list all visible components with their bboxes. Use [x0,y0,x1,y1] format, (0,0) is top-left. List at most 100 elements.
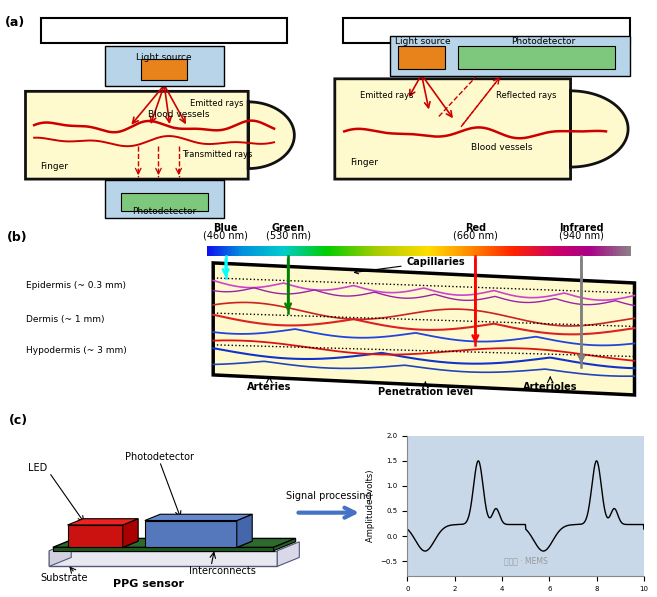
Bar [344,246,346,256]
Bar [390,246,391,256]
Bar [585,246,586,256]
Bar [279,246,281,256]
Bar [409,246,411,256]
Bar [624,246,625,256]
Bar [603,246,604,256]
Bar [234,246,235,256]
Bar [425,246,426,256]
Bar [328,246,330,256]
Bar [273,246,275,256]
Bar [607,246,609,256]
Bar [281,246,282,256]
Bar [261,246,262,256]
Bar [288,246,289,256]
Bar [623,246,624,256]
Bar [606,246,607,256]
Text: (a): (a) [5,16,26,29]
Bar [589,246,591,256]
Bar [242,246,244,256]
Text: Transmission Mode: Transmission Mode [101,24,228,37]
Text: Blue: Blue [214,223,238,233]
Bar [533,246,535,256]
Polygon shape [68,541,138,547]
Bar [223,246,224,256]
Bar [499,246,500,256]
Bar [515,246,517,256]
Bar [494,246,495,256]
Bar [284,246,286,256]
Bar [552,246,554,256]
Bar [613,246,614,256]
Bar [580,246,582,256]
Bar [596,246,597,256]
Bar [449,246,450,256]
Bar [610,246,612,256]
Bar [219,246,221,256]
Bar [238,246,240,256]
Bar [489,246,490,256]
Bar [462,246,463,256]
Bar [428,246,429,256]
Polygon shape [49,542,71,567]
Bar [319,246,320,256]
Bar [430,246,432,256]
Bar [382,246,384,256]
Bar [397,246,398,256]
Bar [303,246,305,256]
Bar [233,246,234,256]
Bar [429,246,430,256]
Bar [587,246,589,256]
Polygon shape [273,538,296,550]
Bar [440,246,442,256]
Bar [556,246,558,256]
Bar [504,246,505,256]
Bar [554,246,555,256]
Bar [586,246,587,256]
Bar [439,246,440,256]
Bar [348,246,350,256]
Bar [483,246,484,256]
Bar [282,246,283,256]
Bar [336,246,337,256]
Text: Finger: Finger [351,158,378,167]
Bar [436,246,438,256]
Bar [463,246,464,256]
Bar [597,246,599,256]
Bar [582,246,583,256]
Bar [521,246,522,256]
Bar [547,246,548,256]
Bar [543,246,545,256]
Y-axis label: Amplitude (volts): Amplitude (volts) [366,470,375,542]
Bar [420,246,422,256]
Bar [402,246,403,256]
Bar [604,246,606,256]
Bar [415,246,417,256]
Bar [450,246,452,256]
Bar [394,246,395,256]
Bar [486,246,487,256]
Polygon shape [123,519,138,547]
Bar [305,246,306,256]
Bar [511,246,512,256]
Bar [559,246,560,256]
Bar [262,246,263,256]
Bar [384,246,385,256]
Bar [537,246,538,256]
Bar [342,246,343,256]
Bar [378,246,380,256]
Bar [493,246,494,256]
Bar [227,246,228,256]
Bar [474,246,476,256]
Bar [323,246,325,256]
Bar [374,246,375,256]
Bar [458,47,616,69]
Bar [217,246,218,256]
Bar [365,246,367,256]
Bar [572,246,574,256]
Bar [380,246,381,256]
Text: (530 nm): (530 nm) [265,230,311,241]
Bar [289,246,290,256]
Bar [434,246,435,256]
Bar [269,246,271,256]
Text: Photodetector: Photodetector [511,36,575,46]
